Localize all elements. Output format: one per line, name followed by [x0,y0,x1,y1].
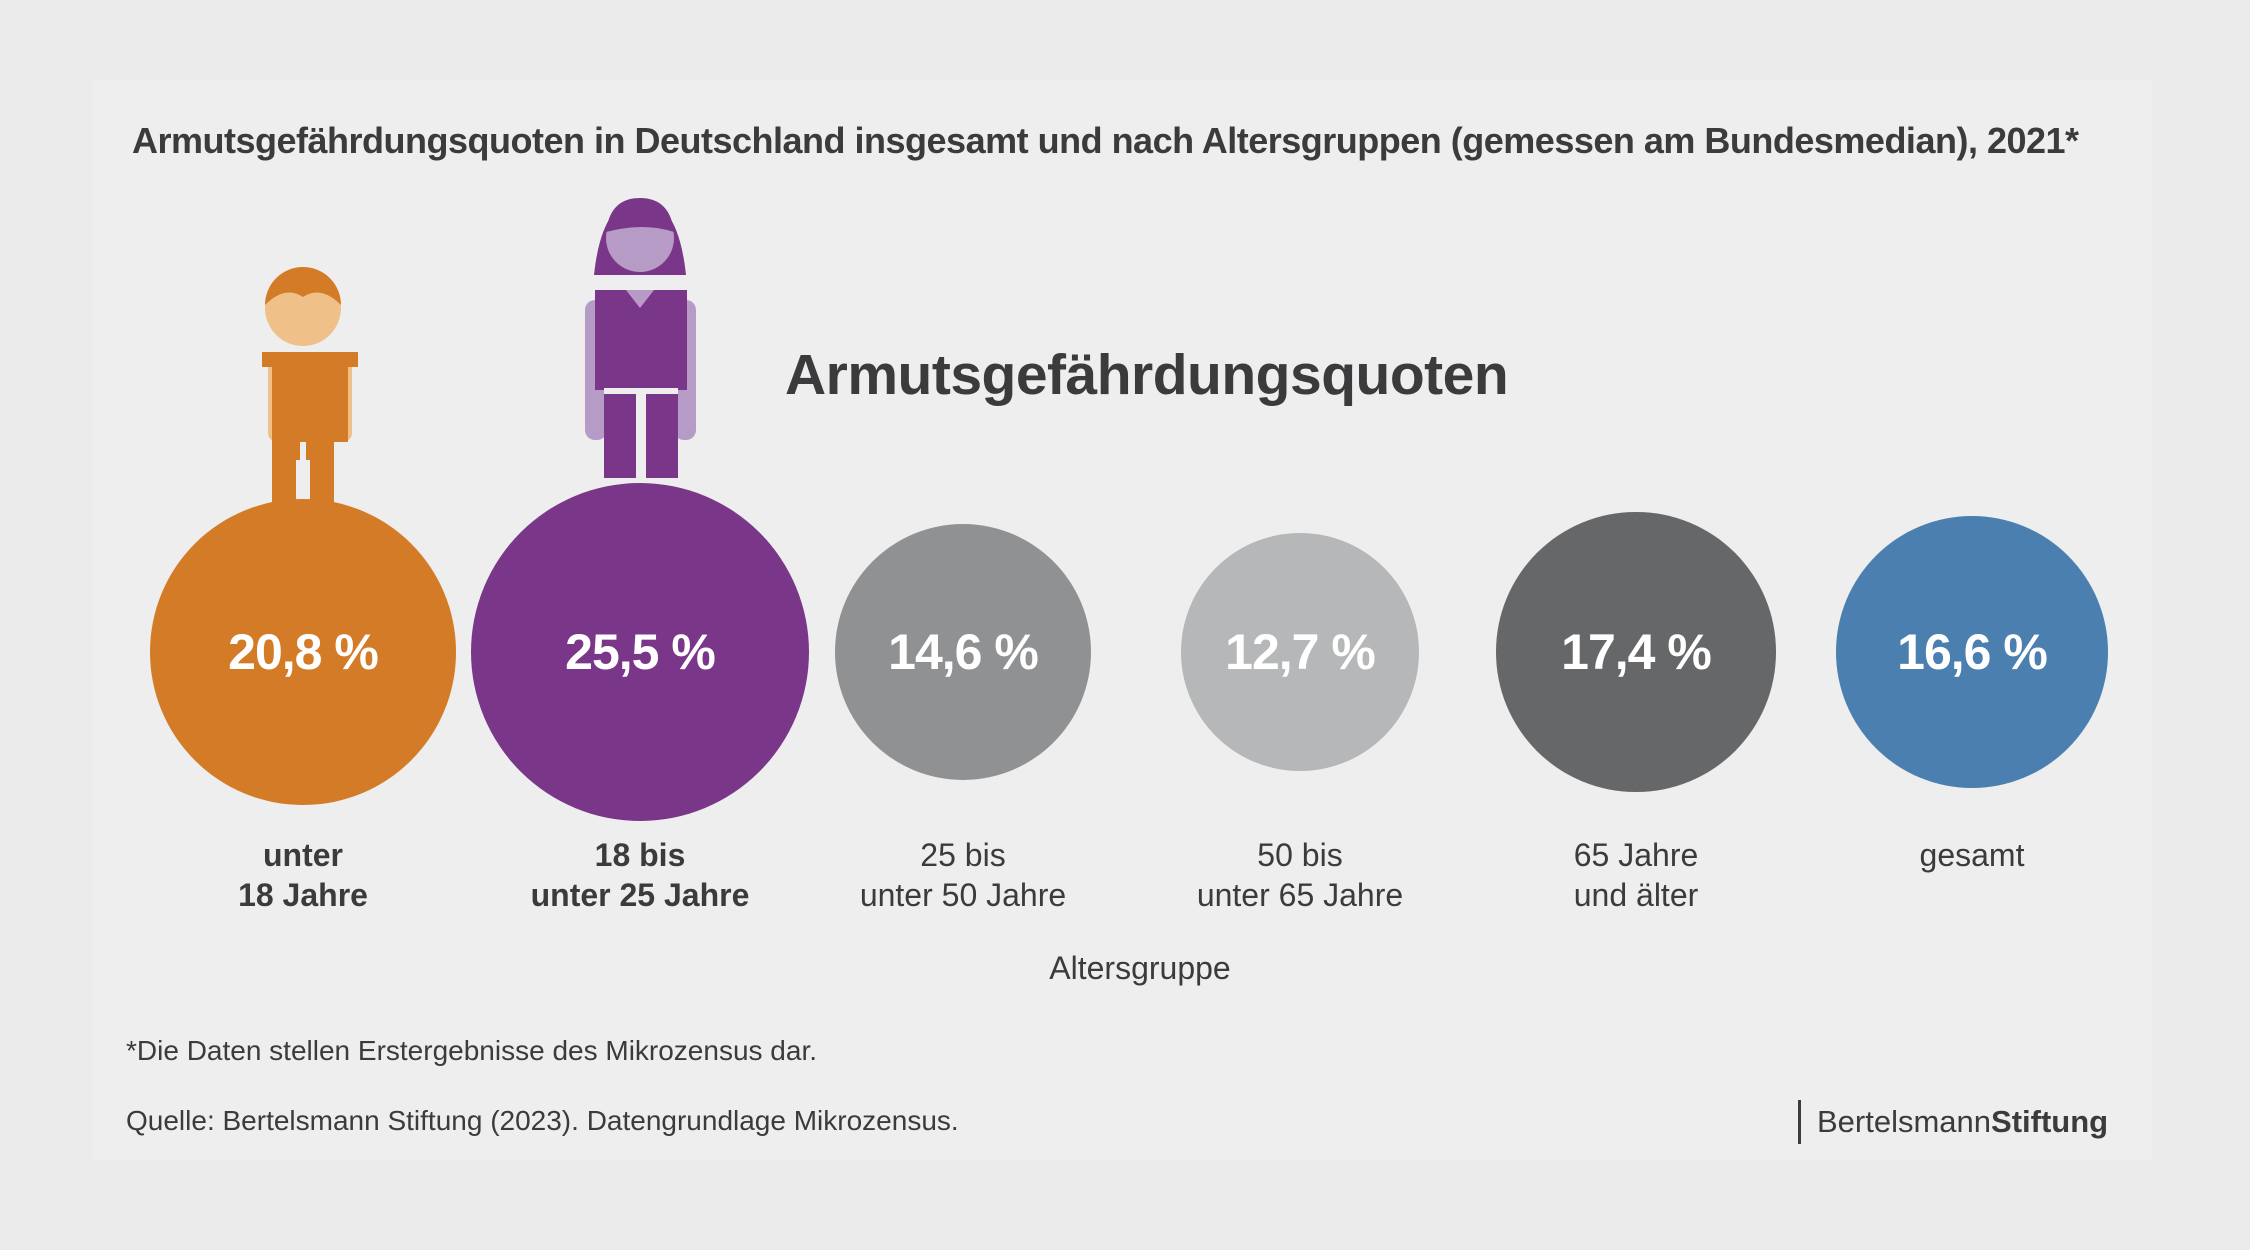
footnote: *Die Daten stellen Erstergebnisse des Mi… [126,1035,818,1066]
data-label: 12,7 % [1225,623,1376,680]
bubble-4: 17,4 % [1496,512,1776,792]
category-label: 25 bis unter 50 Jahre [803,835,1123,915]
data-label: 16,6 % [1897,623,2048,680]
woman-figure-icon [585,198,696,478]
bubble-0: 20,8 % [150,499,456,805]
category-label-line2: unter 25 Jahre [530,877,750,913]
data-label: 20,8 % [228,623,379,680]
x-axis-label: Altersgruppe [1049,950,1231,986]
child-figure-icon [262,267,358,502]
source-note: Quelle: Bertelsmann Stiftung (2023). Dat… [126,1105,959,1136]
category-label: unter 18 Jahre [143,835,463,915]
category-label-line1: 25 bis [920,837,1006,873]
data-label: 25,5 % [565,623,716,680]
chart-title: Armutsgefährdungsquoten in Deutschland i… [132,120,2079,161]
category-label-line1: 65 Jahre [1573,837,1699,873]
category-label: 50 bis unter 65 Jahre [1140,835,1460,915]
category-label-line2: 18 Jahre [238,877,368,913]
data-label: 17,4 % [1561,623,1712,680]
category-label-line1: 50 bis [1257,837,1343,873]
category-label: gesamt [1812,835,2132,875]
category-label-line2: unter 50 Jahre [859,877,1067,913]
category-label: 18 bis unter 25 Jahre [480,835,800,915]
bubble-1: 25,5 % [470,482,810,822]
category-label-line2: und älter [1573,877,1699,913]
bubble-3: 12,7 % [1180,532,1420,772]
category-label-line1: 18 bis [594,837,686,873]
data-label: 14,6 % [888,623,1039,680]
category-label: 65 Jahre und älter [1476,835,1796,915]
chart-subtitle: Armutsgefährdungsquoten [785,343,1509,407]
bertelsmann-logo: BertelsmannStiftung [1798,1100,2108,1144]
logo-part1: Bertelsmann [1817,1104,1992,1139]
category-label-line1: unter [263,837,343,873]
category-label-line1: gesamt [1919,837,2025,873]
bubble-2: 14,6 % [834,523,1091,780]
logo-part2: Stiftung [1991,1104,2109,1139]
category-label-line2: unter 65 Jahre [1196,877,1404,913]
bubble-5: 16,6 % [1835,515,2109,789]
